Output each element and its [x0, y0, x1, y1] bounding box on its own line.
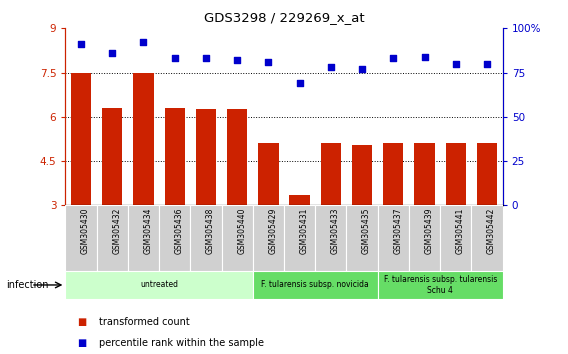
Bar [133, 74, 153, 205]
Text: GDS3298 / 229269_x_at: GDS3298 / 229269_x_at [204, 11, 364, 24]
Point [264, 59, 273, 65]
Bar [227, 109, 247, 205]
Bar [409, 205, 440, 271]
Bar [284, 205, 315, 271]
Bar [128, 205, 159, 271]
Bar [196, 109, 216, 205]
Bar [346, 205, 378, 271]
Bar [383, 143, 403, 205]
Text: transformed count: transformed count [99, 317, 190, 327]
Text: GSM305439: GSM305439 [424, 207, 433, 254]
Bar [477, 143, 497, 205]
Bar [446, 143, 466, 205]
Point [483, 61, 492, 67]
Point [202, 56, 211, 61]
Bar [253, 205, 284, 271]
Bar [159, 205, 190, 271]
Bar [290, 195, 310, 205]
Bar [222, 205, 253, 271]
Bar [65, 205, 97, 271]
Bar [471, 205, 503, 271]
Point [420, 54, 429, 59]
Bar [165, 108, 185, 205]
Bar [65, 271, 253, 299]
Bar [378, 271, 503, 299]
Bar [97, 205, 128, 271]
Point [139, 40, 148, 45]
Bar [378, 205, 409, 271]
Bar [321, 143, 341, 205]
Text: GSM305441: GSM305441 [456, 207, 465, 254]
Text: F. tularensis subsp. novicida: F. tularensis subsp. novicida [261, 280, 369, 290]
Bar [440, 205, 471, 271]
Text: F. tularensis subsp. tularensis
Schu 4: F. tularensis subsp. tularensis Schu 4 [383, 275, 497, 295]
Text: GSM305440: GSM305440 [237, 207, 246, 254]
Point [295, 80, 304, 86]
Point [233, 57, 242, 63]
Point [76, 41, 86, 47]
Text: infection: infection [6, 280, 48, 290]
Point [170, 56, 179, 61]
Text: GSM305438: GSM305438 [206, 207, 215, 254]
Bar [258, 143, 278, 205]
Bar [190, 205, 222, 271]
Text: GSM305436: GSM305436 [175, 207, 183, 254]
Point [326, 64, 335, 70]
Text: GSM305433: GSM305433 [331, 207, 340, 254]
Text: ■: ■ [77, 338, 86, 348]
Text: ■: ■ [77, 317, 86, 327]
Bar [71, 73, 91, 205]
Text: GSM305435: GSM305435 [362, 207, 371, 254]
Text: GSM305442: GSM305442 [487, 207, 496, 254]
Bar [102, 108, 122, 205]
Point [358, 66, 367, 72]
Text: GSM305429: GSM305429 [268, 207, 277, 254]
Text: GSM305434: GSM305434 [144, 207, 152, 254]
Bar [315, 205, 346, 271]
Bar [352, 145, 372, 205]
Point [451, 61, 460, 67]
Text: untreated: untreated [140, 280, 178, 290]
Text: GSM305430: GSM305430 [81, 207, 90, 254]
Text: GSM305432: GSM305432 [112, 207, 121, 254]
Bar [253, 271, 378, 299]
Point [389, 56, 398, 61]
Point [108, 50, 117, 56]
Text: percentile rank within the sample: percentile rank within the sample [99, 338, 264, 348]
Text: GSM305437: GSM305437 [393, 207, 402, 254]
Bar [415, 143, 435, 205]
Text: GSM305431: GSM305431 [300, 207, 308, 254]
